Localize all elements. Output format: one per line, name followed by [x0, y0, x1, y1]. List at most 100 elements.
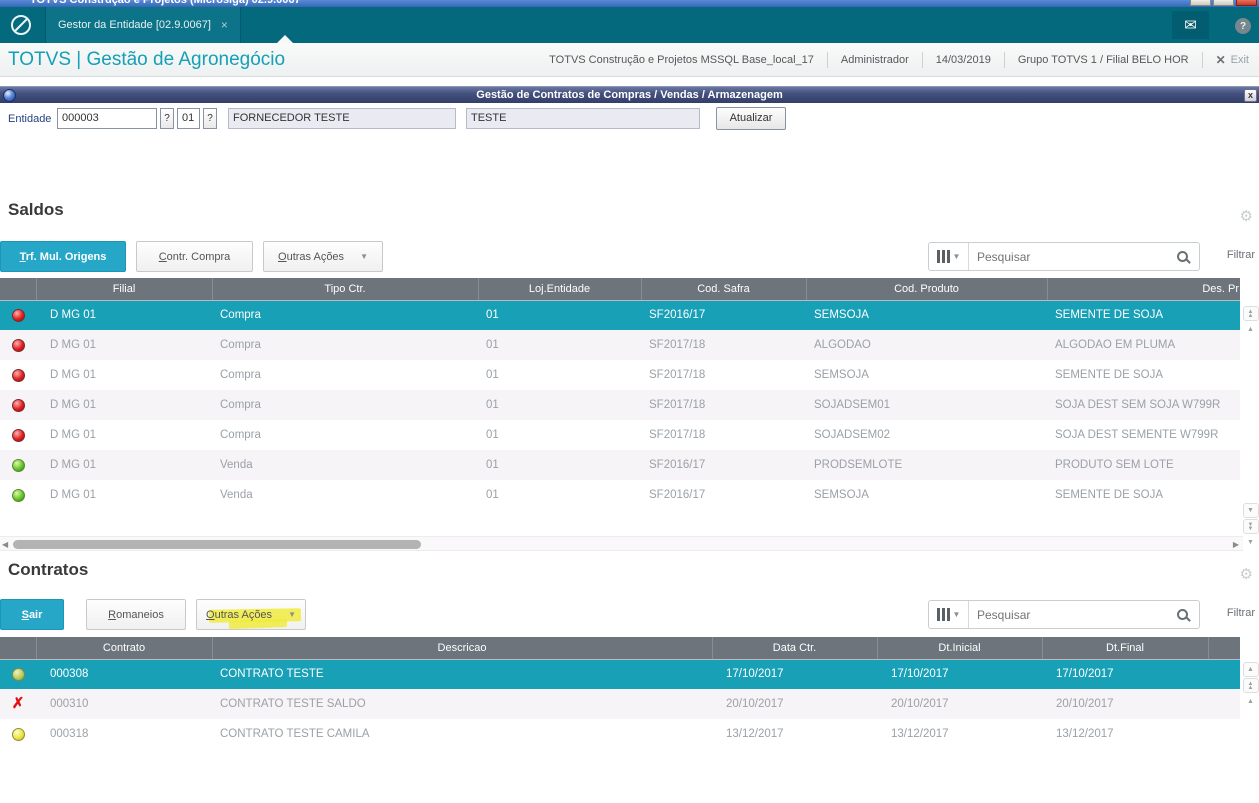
divider	[1201, 52, 1203, 68]
table-row[interactable]: D MG 01 Compra 01 SF2017/18 SOJADSEM01 S…	[0, 390, 1240, 420]
romaneios-button[interactable]: Romaneios	[86, 599, 186, 630]
column-header[interactable]	[0, 278, 37, 301]
cell-contrato: 000318	[50, 728, 89, 740]
cell-descricao: CONTRATO TESTE	[220, 668, 324, 681]
table-row[interactable]: 000308 CONTRATO TESTE 17/10/2017 17/10/2…	[0, 659, 1240, 689]
column-header[interactable]: Cod. Safra	[641, 278, 807, 301]
scroll-right-icon[interactable]: ▶	[1232, 540, 1239, 549]
scroll-up-icon[interactable]: ▲	[1247, 326, 1254, 333]
contr-compra-button[interactable]: Contr. Compra	[136, 241, 253, 272]
contratos-outras-acoes-button[interactable]: Outras Ações ▼	[196, 599, 306, 630]
cell-data-ctr: 13/12/2017	[726, 728, 784, 740]
scroll-page-up-button[interactable]: ▲ ▲	[1242, 306, 1259, 321]
store-lookup-button[interactable]: ?	[203, 108, 217, 129]
divider	[826, 52, 828, 68]
columns-icon	[936, 250, 950, 263]
tab-gestor-da-entidade[interactable]: Gestor da Entidade [02.9.0067] ×	[45, 7, 241, 43]
column-header[interactable]: Descricao	[212, 637, 713, 660]
table-row[interactable]: D MG 01 Venda 01 SF2016/17 SEMSOJA SEMEN…	[0, 480, 1240, 510]
column-header[interactable]	[0, 637, 37, 660]
column-header[interactable]: Tipo Ctr.	[212, 278, 479, 301]
status-icon	[11, 458, 25, 472]
scrollbar-thumb[interactable]	[13, 540, 421, 549]
cell-dt-final: 13/12/2017	[1056, 728, 1114, 740]
scroll-up-button[interactable]: ▲	[1242, 662, 1259, 677]
saldos-table: Filial Tipo Ctr. Loj.Entidade Cod. Safra…	[0, 278, 1240, 510]
status-icon	[11, 727, 25, 741]
saldos-column-picker-button[interactable]: ▼	[929, 243, 969, 270]
column-header[interactable]: Dt.Final	[1042, 637, 1209, 660]
tab-label: Gestor da Entidade [02.9.0067]	[58, 19, 211, 31]
contratos-table-header: Contrato Descricao Data Ctr. Dt.Inicial …	[0, 637, 1240, 660]
window-maximize-button[interactable]	[1213, 0, 1234, 6]
cell-safra: SF2017/18	[649, 399, 706, 411]
scroll-up-icon[interactable]: ▲	[1247, 698, 1254, 705]
refresh-button[interactable]: Atualizar	[716, 107, 786, 130]
dialog-title: Gestão de Contratos de Compras / Vendas …	[476, 89, 783, 101]
cell-descricao: ALGODAO EM PLUMA	[1055, 339, 1176, 351]
contratos-settings-gear-icon[interactable]: ⚙	[1239, 566, 1253, 583]
window-minimize-button[interactable]	[1190, 0, 1211, 6]
column-header[interactable]: Data Ctr.	[712, 637, 878, 660]
window-title: TOTVS Construção e Projetos (Microsiga) …	[30, 0, 301, 6]
contratos-filter-link[interactable]: Filtrar	[1226, 607, 1255, 619]
column-header[interactable]	[1208, 637, 1240, 660]
window-close-button[interactable]	[1236, 0, 1257, 6]
saldos-search-input[interactable]	[969, 243, 1165, 270]
saldos-filter-link[interactable]: Filtrar	[1226, 249, 1255, 261]
dialog-icon	[3, 89, 16, 102]
dialog-title-bar: Gestão de Contratos de Compras / Vendas …	[0, 86, 1259, 103]
exit-button[interactable]: ✕ Exit	[1203, 53, 1253, 67]
column-header[interactable]: Filial	[36, 278, 213, 301]
status-icon	[11, 488, 25, 502]
column-header[interactable]: Contrato	[36, 637, 213, 660]
saldos-search-button[interactable]	[1165, 243, 1199, 270]
window-titlebar: TOTVS Construção e Projetos (Microsiga) …	[0, 0, 1259, 7]
chevron-down-icon: ▼	[952, 610, 961, 619]
scroll-page-down-button[interactable]: ▼ ▼	[1242, 519, 1259, 534]
contratos-search-group: ▼	[928, 600, 1200, 629]
store-code-input[interactable]: 01	[177, 108, 200, 129]
column-header[interactable]: Dt.Inicial	[877, 637, 1043, 660]
saldos-settings-gear-icon[interactable]: ⚙	[1239, 208, 1253, 225]
scroll-page-up-button[interactable]: ▲ ▲	[1242, 678, 1259, 693]
app-brand-title: TOTVS | Gestão de Agronegócio	[8, 49, 286, 70]
active-tab-pointer	[277, 35, 293, 43]
table-row[interactable]: D MG 01 Venda 01 SF2016/17 PRODSEMLOTE P…	[0, 450, 1240, 480]
scroll-left-icon[interactable]: ◀	[2, 540, 9, 549]
contratos-column-picker-button[interactable]: ▼	[929, 601, 969, 628]
column-header[interactable]: Loj.Entidade	[478, 278, 642, 301]
cell-data-ctr: 17/10/2017	[726, 668, 784, 681]
column-header[interactable]: Des. Pr	[1047, 278, 1240, 301]
table-row[interactable]: 000318 CONTRATO TESTE CAMILA 13/12/2017 …	[0, 719, 1240, 749]
table-row[interactable]: D MG 01 Compra 01 SF2017/18 SOJADSEM02 S…	[0, 420, 1240, 450]
table-row[interactable]: D MG 01 Compra 01 SF2017/18 ALGODAO ALGO…	[0, 330, 1240, 360]
saldos-section-title: Saldos	[8, 200, 64, 219]
entity-lookup-button[interactable]: ?	[160, 108, 174, 129]
cell-loja: 01	[486, 309, 499, 322]
contratos-search-button[interactable]	[1165, 601, 1199, 628]
date-label: 14/03/2019	[935, 54, 991, 66]
status-icon	[11, 398, 25, 412]
mail-button[interactable]: ✉	[1172, 11, 1209, 39]
scroll-down-icon[interactable]: ▼	[1247, 539, 1254, 546]
cell-safra: SF2016/17	[649, 459, 706, 471]
entity-code-input[interactable]: 000003	[57, 108, 157, 129]
saldos-outras-acoes-button[interactable]: Outras Ações ▼	[263, 241, 383, 272]
scroll-down-button[interactable]: ▼	[1242, 503, 1259, 518]
contratos-search-input[interactable]	[969, 601, 1165, 628]
cell-tipo: Compra	[220, 429, 261, 441]
cell-safra: SF2017/18	[649, 369, 706, 381]
help-button[interactable]: ?	[1235, 18, 1251, 34]
table-row[interactable]: D MG 01 Compra 01 SF2016/17 SEMSOJA SEME…	[0, 300, 1240, 330]
entity-short-name-field: TESTE	[466, 108, 700, 129]
sair-button[interactable]: Sair	[0, 599, 64, 630]
table-row[interactable]: 000310 CONTRATO TESTE SALDO 20/10/2017 2…	[0, 689, 1240, 719]
status-icon	[11, 667, 25, 681]
tab-close-icon[interactable]: ×	[220, 18, 228, 32]
table-row[interactable]: D MG 01 Compra 01 SF2017/18 SEMSOJA SEME…	[0, 360, 1240, 390]
saldos-horizontal-scrollbar[interactable]: ◀ ▶	[0, 536, 1243, 551]
dialog-close-button[interactable]: x	[1244, 89, 1257, 102]
column-header[interactable]: Cod. Produto	[806, 278, 1048, 301]
trf-mul-origens-button[interactable]: Trf. Mul. Origens	[0, 241, 126, 272]
